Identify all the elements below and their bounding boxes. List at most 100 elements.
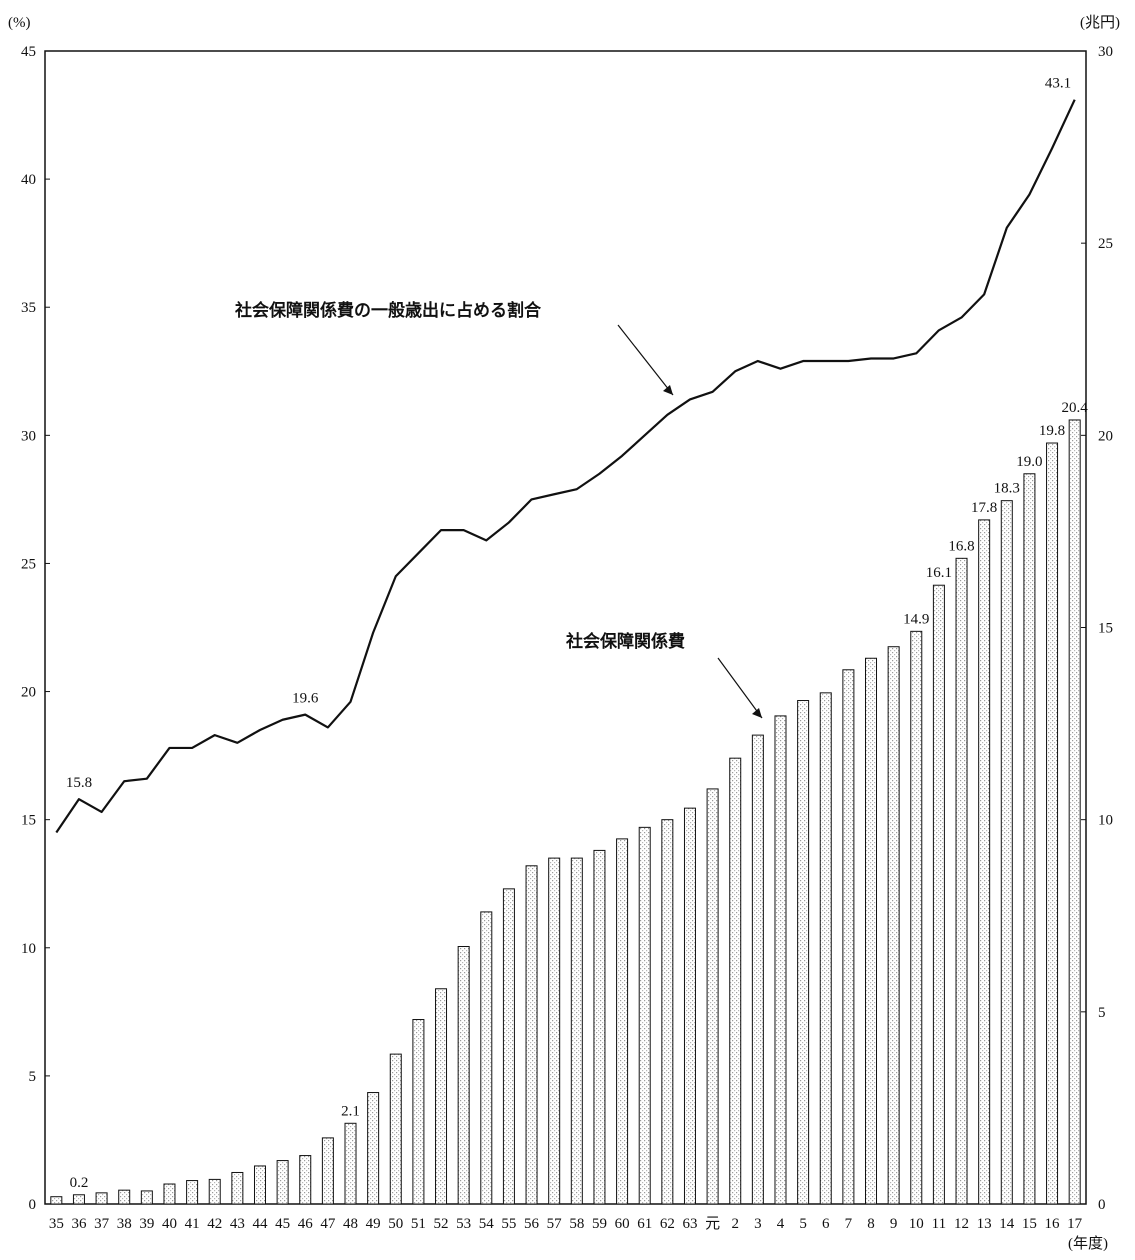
x-tick-label: 62 [660, 1216, 675, 1232]
bar-元 [706, 788, 719, 1205]
x-tick-label: 40 [162, 1216, 177, 1232]
x-tick-label: 50 [388, 1216, 403, 1232]
bar-35 [50, 1196, 63, 1205]
bar-data-label: 0.2 [70, 1175, 89, 1191]
x-tick-label: 52 [434, 1216, 449, 1232]
x-tick-label: 45 [275, 1216, 290, 1232]
bar-data-label: 18.3 [994, 481, 1020, 497]
bar-data-label: 17.8 [971, 500, 997, 516]
bar-59 [593, 849, 606, 1205]
bar-47 [321, 1137, 334, 1205]
x-tick-label: 44 [252, 1216, 268, 1232]
bar-5 [797, 700, 810, 1205]
bar-39 [140, 1190, 153, 1205]
bar-7 [842, 669, 855, 1205]
bar-56 [525, 865, 538, 1205]
bar-data-label: 2.1 [341, 1103, 360, 1119]
x-tick-label: 54 [479, 1216, 495, 1232]
x-tick-label: 12 [954, 1216, 969, 1232]
x-tick-label: 55 [501, 1216, 516, 1232]
bar-15 [1023, 473, 1036, 1205]
bar-36 [72, 1194, 85, 1205]
bar-data-label: 20.4 [1062, 400, 1089, 416]
bar-43 [231, 1171, 244, 1205]
x-tick-label: 6 [822, 1216, 830, 1232]
x-tick-label: 61 [637, 1216, 652, 1232]
left-tick-label: 25 [21, 556, 36, 572]
bar-8 [865, 657, 878, 1205]
x-tick-label: 11 [932, 1216, 946, 1232]
bar-17 [1068, 419, 1081, 1205]
x-tick-label: 14 [999, 1216, 1015, 1232]
x-tick-label: 60 [615, 1216, 630, 1232]
bar-10 [910, 630, 923, 1205]
bar-series-annotation: 社会保障関係費 [565, 631, 685, 652]
x-tick-label: 5 [799, 1216, 807, 1232]
bar-6 [819, 692, 832, 1205]
bar-49 [367, 1092, 380, 1205]
bar-48 [344, 1122, 357, 1205]
x-tick-label: 41 [185, 1216, 200, 1232]
bar-11 [932, 584, 945, 1205]
right-tick-label: 25 [1098, 236, 1113, 252]
bar-54 [480, 911, 493, 1205]
bar-60 [616, 838, 629, 1205]
left-tick-label: 20 [21, 685, 36, 701]
left-tick-label: 15 [21, 813, 36, 829]
x-tick-label: 13 [977, 1216, 992, 1232]
line-annotation-arrow [617, 324, 674, 396]
ratio-line [55, 99, 1076, 834]
bar-3 [751, 734, 764, 1205]
x-tick-label: 42 [207, 1216, 222, 1232]
x-tick-label: 53 [456, 1216, 471, 1232]
x-tick-label: 47 [320, 1216, 336, 1232]
x-tick-label: 2 [731, 1216, 739, 1232]
x-tick-label: 8 [867, 1216, 875, 1232]
bar-57 [548, 857, 561, 1205]
x-tick-label: 56 [524, 1216, 540, 1232]
bar-61 [638, 826, 651, 1205]
bar-44 [253, 1165, 266, 1205]
x-tick-label: 35 [49, 1216, 64, 1232]
x-tick-label: 3 [754, 1216, 762, 1232]
right-tick-label: 30 [1098, 44, 1113, 60]
right-tick-label: 0 [1098, 1197, 1106, 1213]
line-annotation-arrowhead [663, 385, 673, 395]
bar-annotation-arrowhead [752, 708, 762, 718]
bar-2 [729, 757, 742, 1205]
bar-data-label: 19.0 [1016, 454, 1042, 470]
x-tick-label: 63 [682, 1216, 697, 1232]
x-tick-label: 59 [592, 1216, 607, 1232]
x-tick-label: 46 [298, 1216, 314, 1232]
bar-45 [276, 1160, 289, 1205]
line-series-annotation: 社会保障関係費の一般歳出に占める割合 [234, 300, 542, 321]
x-tick-label: 7 [845, 1216, 853, 1232]
bar-62 [661, 819, 674, 1205]
x-tick-label: 37 [94, 1216, 110, 1232]
plot-frame [44, 50, 1087, 1205]
left-tick-label: 30 [21, 428, 36, 444]
line-data-label: 15.8 [66, 775, 92, 791]
bar-63 [683, 807, 696, 1205]
bar-37 [95, 1192, 108, 1205]
left-tick-label: 35 [21, 300, 36, 316]
x-tick-label: 38 [117, 1216, 132, 1232]
bar-data-label: 19.8 [1039, 423, 1065, 439]
bar-42 [208, 1178, 221, 1205]
x-tick-label: 元 [705, 1216, 720, 1232]
x-tick-label: 17 [1067, 1216, 1083, 1232]
bar-data-label: 16.8 [948, 538, 974, 554]
x-tick-label: 48 [343, 1216, 358, 1232]
x-tick-label: 36 [71, 1216, 87, 1232]
bar-40 [163, 1183, 176, 1205]
bar-14 [1000, 500, 1013, 1205]
bar-52 [435, 988, 448, 1205]
x-tick-label: 43 [230, 1216, 245, 1232]
left-axis-unit: (%) [8, 15, 31, 31]
x-tick-label: 49 [366, 1216, 381, 1232]
bar-annotation-arrow [717, 657, 763, 719]
left-tick-label: 40 [21, 172, 36, 188]
bar-data-label: 16.1 [926, 565, 952, 581]
bar-41 [186, 1180, 199, 1205]
x-tick-label: 57 [547, 1216, 563, 1232]
